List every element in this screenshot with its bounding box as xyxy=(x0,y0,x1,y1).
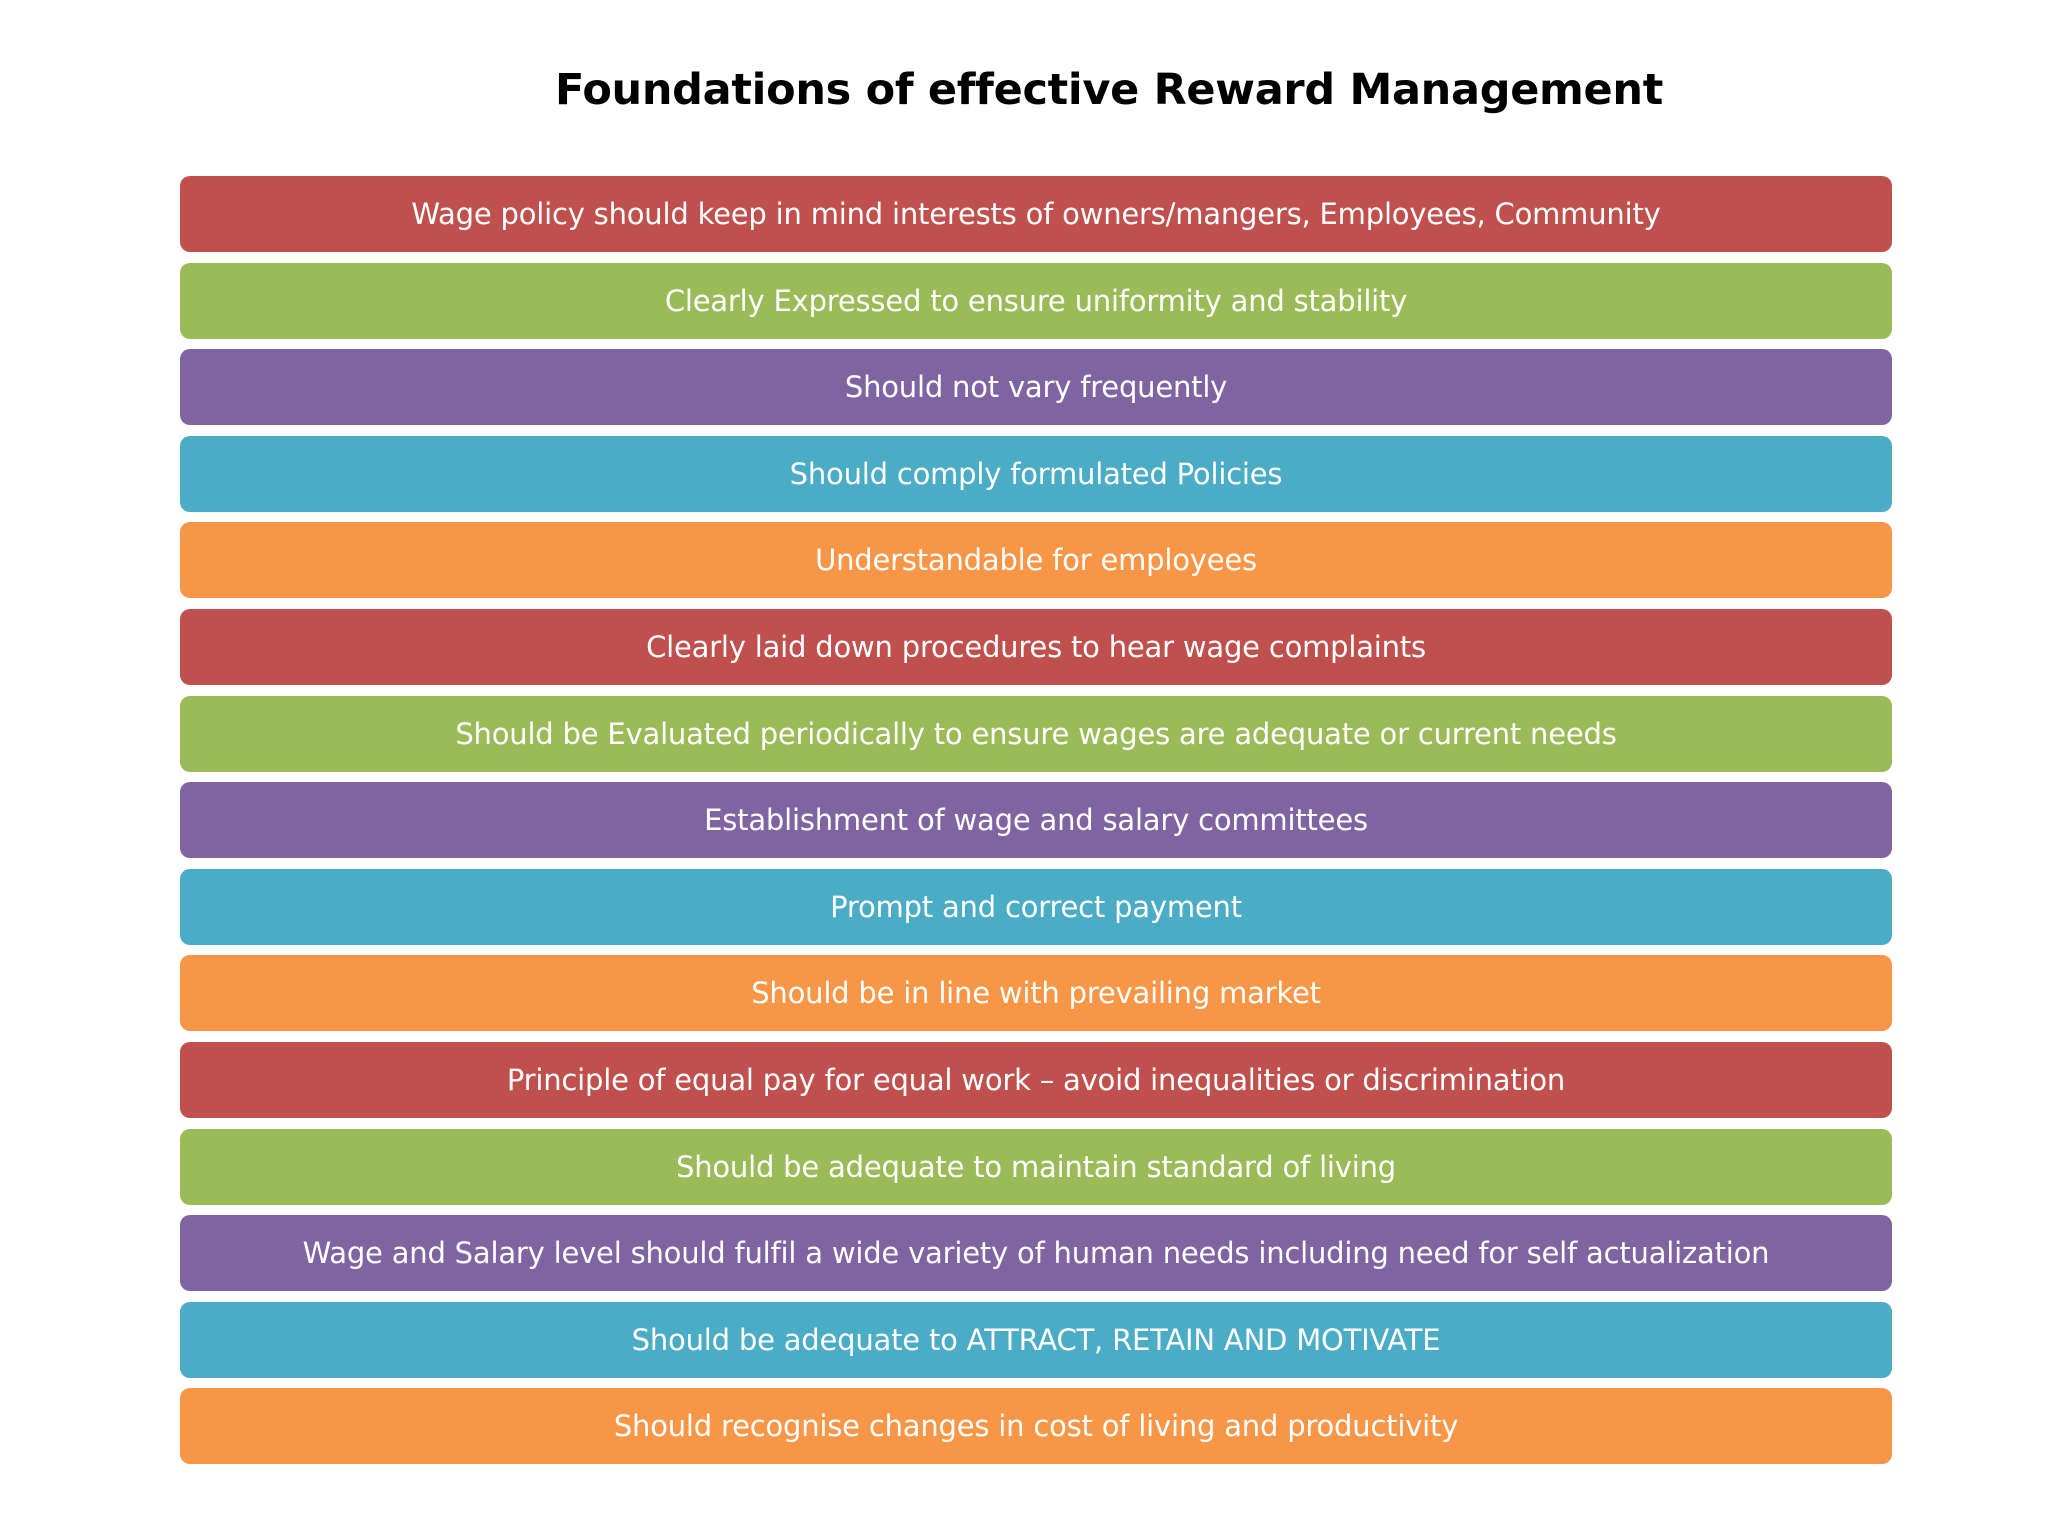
page-title: Foundations of effective Reward Manageme… xyxy=(554,65,1663,115)
foundation-list: Wage policy should keep in mind interest… xyxy=(180,176,1892,1475)
foundation-item: Understandable for employees xyxy=(180,522,1892,599)
foundation-item: Establishment of wage and salary committ… xyxy=(180,782,1892,859)
foundation-item: Should be in line with prevailing market xyxy=(180,955,1892,1032)
foundation-item: Should comply formulated Policies xyxy=(180,435,1892,512)
foundation-item: Clearly laid down procedures to hear wag… xyxy=(180,608,1892,685)
foundation-item: Wage and Salary level should fulfil a wi… xyxy=(180,1215,1892,1292)
foundation-item: Should be adequate to ATTRACT, RETAIN AN… xyxy=(180,1301,1892,1378)
foundation-item: Principle of equal pay for equal work – … xyxy=(180,1041,1892,1118)
foundation-item: Should recognise changes in cost of livi… xyxy=(180,1388,1892,1465)
foundation-item: Wage policy should keep in mind interest… xyxy=(180,176,1892,252)
foundation-item: Prompt and correct payment xyxy=(180,868,1892,945)
foundation-item: Should be adequate to maintain standard … xyxy=(180,1128,1892,1205)
foundation-item: Should be Evaluated periodically to ensu… xyxy=(180,695,1892,772)
foundation-item: Clearly Expressed to ensure uniformity a… xyxy=(180,262,1892,339)
foundation-item: Should not vary frequently xyxy=(180,349,1892,426)
